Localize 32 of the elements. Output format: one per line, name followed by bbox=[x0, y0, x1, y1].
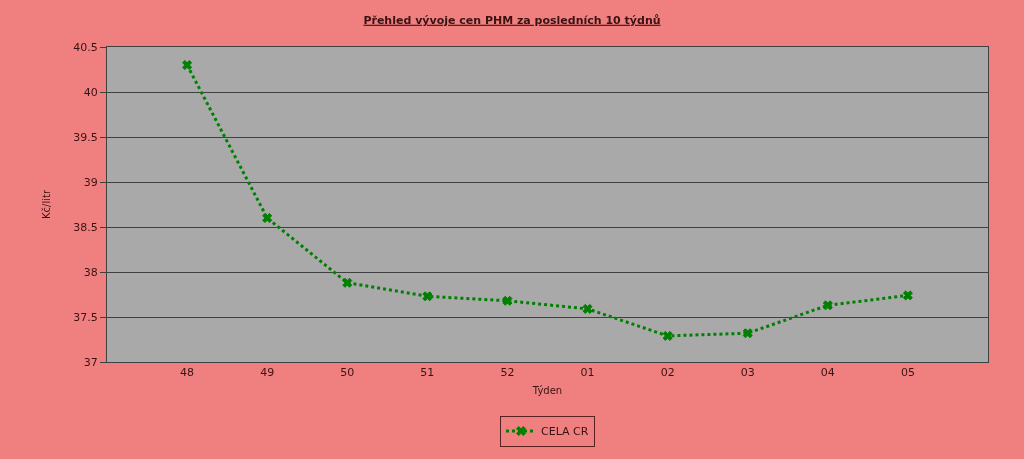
y-axis-title: Kč/litr bbox=[41, 189, 53, 220]
x-tick-label: 02 bbox=[660, 366, 675, 380]
y-tick-label: 40 bbox=[83, 85, 98, 99]
x-tick-label: 05 bbox=[900, 366, 915, 380]
y-tick-label: 40.5 bbox=[73, 40, 98, 54]
point bbox=[822, 300, 833, 311]
point bbox=[742, 328, 753, 339]
point bbox=[182, 59, 193, 71]
chart-title: Přehled vývoje cen PHM za posledních 10 týdnů bbox=[363, 13, 661, 27]
x-axis-title: Týden bbox=[531, 384, 563, 396]
x-tick-label: 48 bbox=[180, 366, 195, 380]
point bbox=[502, 295, 513, 306]
point bbox=[422, 291, 433, 302]
x-tick-label: 51 bbox=[420, 366, 435, 380]
y-tick-label: 37.5 bbox=[73, 310, 98, 324]
y-tick-label: 39.5 bbox=[73, 130, 98, 144]
x-tick-label: 03 bbox=[740, 366, 755, 380]
point bbox=[342, 277, 353, 288]
point bbox=[262, 212, 273, 224]
x-tick-label: 50 bbox=[340, 366, 355, 380]
point bbox=[902, 290, 913, 301]
x-tick-label: 04 bbox=[820, 366, 835, 380]
y-tick-label: 38.5 bbox=[73, 220, 98, 234]
point bbox=[662, 330, 673, 341]
y-tick-label: 38 bbox=[83, 265, 98, 279]
x-tick-label: 49 bbox=[260, 366, 275, 380]
y-tick-label: 39 bbox=[83, 175, 98, 189]
y-tick-label: 37 bbox=[83, 355, 98, 369]
point bbox=[582, 303, 593, 314]
legend-label: CELA CR bbox=[541, 425, 589, 439]
x-tick-label: 52 bbox=[500, 366, 515, 380]
x-tick-label: 01 bbox=[580, 366, 595, 380]
